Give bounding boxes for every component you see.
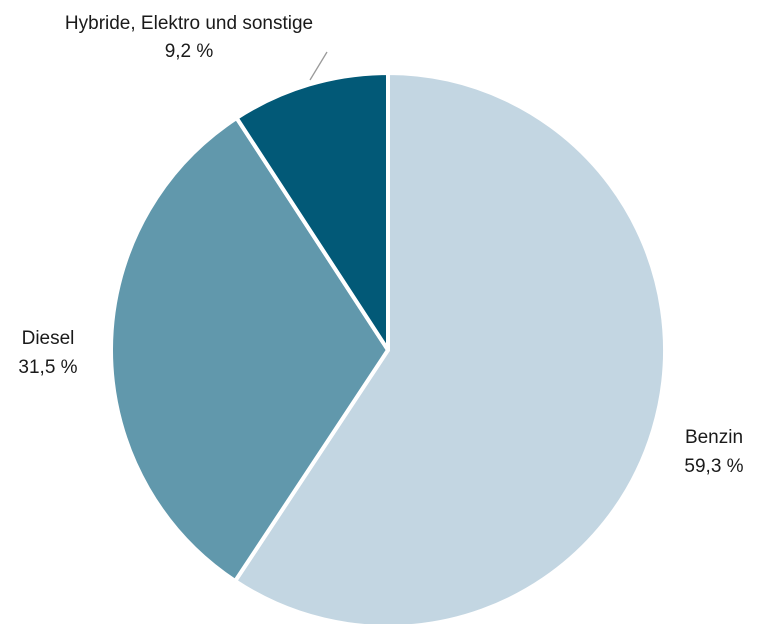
- pie-slice-hybrid: [234, 71, 390, 352]
- pie-labels: Benzin 59,3 % Diesel 31,5 % Hybride, Ele…: [18, 13, 743, 477]
- slice-value-hybrid: 9,2 %: [165, 41, 214, 62]
- slice-label-diesel: Diesel: [22, 328, 75, 349]
- slice-value-benzin: 59,3 %: [684, 456, 743, 477]
- pie-slice-diesel: [108, 116, 390, 584]
- pie-slices: [108, 71, 667, 624]
- slice-label-hybrid: Hybride, Elektro und sonstige: [65, 13, 313, 34]
- leader-line-hybrid: [309, 51, 328, 81]
- slice-value-diesel: 31,5 %: [18, 357, 77, 378]
- slice-label-benzin: Benzin: [685, 427, 743, 448]
- pie-slice-benzin: [233, 71, 667, 624]
